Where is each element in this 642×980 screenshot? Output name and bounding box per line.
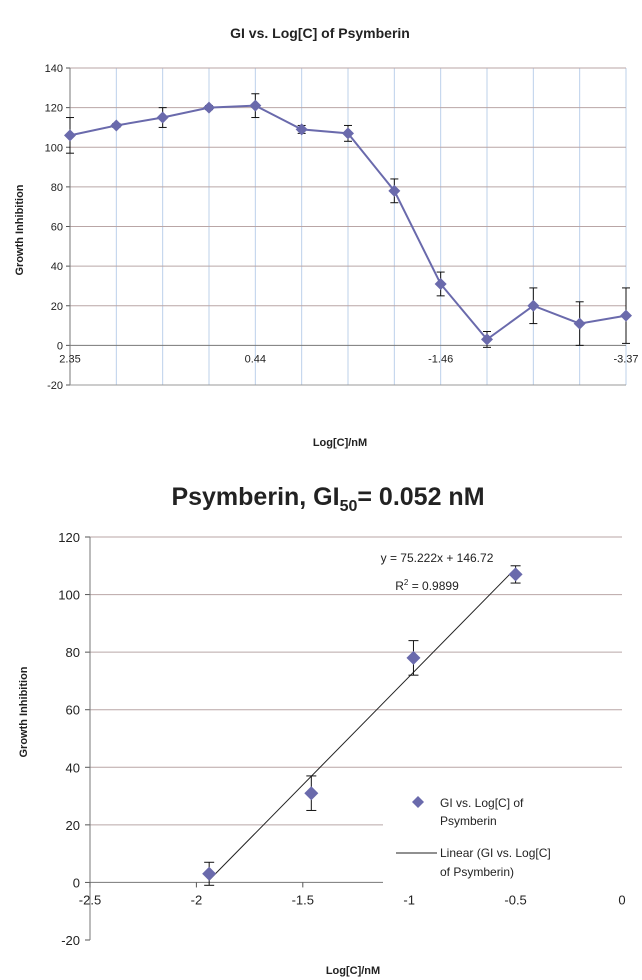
chart2-y-tick-label: 60: [66, 703, 80, 718]
chart2-y-tick-label: 80: [66, 645, 80, 660]
chart2-trendline: [208, 568, 516, 881]
chart1-x-tick-label: -1.46: [428, 353, 453, 365]
chart2-ylabel: Growth Inhibition: [18, 666, 30, 757]
chart2-y-tick-label: 0: [73, 875, 80, 890]
chart1-y-tick-label: 120: [45, 103, 63, 115]
chart1-y-tick-label: 40: [51, 261, 63, 273]
legend-diamond-marker: [412, 796, 424, 808]
chart1-x-tick-label: 2.35: [59, 353, 80, 365]
chart1-data-point: [295, 123, 308, 136]
chart2-y-tick-label: 100: [58, 588, 80, 603]
chart1-x-tick-label: -3.37: [613, 353, 638, 365]
chart2-title: Psymberin, GI50= 0.052 nM: [171, 483, 484, 515]
legend-trend-label-line2: of Psymberin): [440, 865, 514, 879]
legend-series-label-line1: GI vs. Log[C] of: [440, 796, 524, 810]
chart2-gridlines: [90, 536, 622, 826]
chart1-y-tick-label: 140: [45, 63, 63, 75]
legend-trend-label-line1: Linear (GI vs. Log[C]: [440, 846, 551, 860]
legend-series-label-line2: Psymberin: [440, 814, 497, 828]
chart1-y-tick-label: 60: [51, 222, 63, 234]
chart2-y-tick-label: 120: [58, 530, 80, 545]
chart1-data-point: [249, 99, 262, 112]
chart2-x-tick-label: -1: [403, 892, 415, 907]
chart2-y-tick-label: 20: [66, 818, 80, 833]
chart2-x-tick-label: -2: [191, 892, 203, 907]
chart1-title: GI vs. Log[C] of Psymberin: [230, 25, 410, 41]
chart2-data-point: [304, 786, 319, 801]
chart1-gridlines: [69, 67, 627, 385]
chart2-data-points: [202, 567, 523, 881]
chart1-ylabel: Growth Inhibition: [14, 184, 26, 275]
legend-background: [383, 790, 623, 888]
chart1-data-point: [203, 101, 215, 114]
chart2-x-tick-label: -2.5: [79, 892, 101, 907]
chart2-x-tick-labels: -2.5 -2 -1.5 -1 -0.5 0: [79, 892, 626, 907]
chart1-data-point: [527, 299, 540, 312]
chart1-data-point: [573, 317, 586, 330]
chart1-data-points: [64, 99, 632, 346]
chart1-xlabel: Log[C]/nM: [313, 437, 367, 449]
chart1-y-tick-label: 100: [45, 142, 63, 154]
chart1-y-tick-label: 20: [51, 301, 63, 313]
chart2-y-tick-labels: 120 100 80 60 40 20 0 -20: [58, 530, 80, 948]
chart2-x-tick-label: -1.5: [292, 892, 314, 907]
chart2-xlabel: Log[C]/nM: [326, 965, 380, 977]
chart2-data-point: [202, 866, 217, 881]
chart2-r-squared: R2 = 0.9899: [395, 578, 459, 593]
chart1-data-point: [481, 333, 493, 346]
chart1-data-point: [156, 111, 169, 124]
chart1-y-tick-label: 80: [51, 182, 63, 194]
chart2-trendline-path: [208, 568, 516, 881]
chart2-legend: GI vs. Log[C] of Psymberin Linear (GI vs…: [383, 790, 623, 888]
chart2-y-tick-label: -20: [61, 933, 80, 948]
chart1-data-point: [434, 277, 447, 290]
chart2-equation: y = 75.222x + 146.72: [381, 551, 494, 565]
chart1-data-point: [110, 119, 123, 132]
chart1-y-tick-label: 0: [57, 340, 63, 352]
chart2-data-point: [508, 567, 523, 582]
chart1-y-tick-label: -20: [47, 380, 63, 392]
chart1-x-tick-label: 0.44: [245, 353, 266, 365]
chart1-data-point: [620, 309, 632, 322]
chart1-y-tick-labels: 140 120 100 80 60 40 20 0 -20: [45, 63, 63, 392]
chart1-x-tick-labels: 2.35 0.44 -1.46 -3.37: [59, 353, 638, 365]
chart1-data-point: [342, 127, 354, 140]
chart2-data-point: [406, 650, 421, 665]
chart1-data-point: [64, 129, 76, 142]
chart2-x-tick-label: -0.5: [504, 892, 526, 907]
chart2-x-tick-label: 0: [618, 892, 625, 907]
chart1-data-point: [388, 184, 401, 197]
chart2-y-tick-label: 40: [66, 760, 80, 775]
